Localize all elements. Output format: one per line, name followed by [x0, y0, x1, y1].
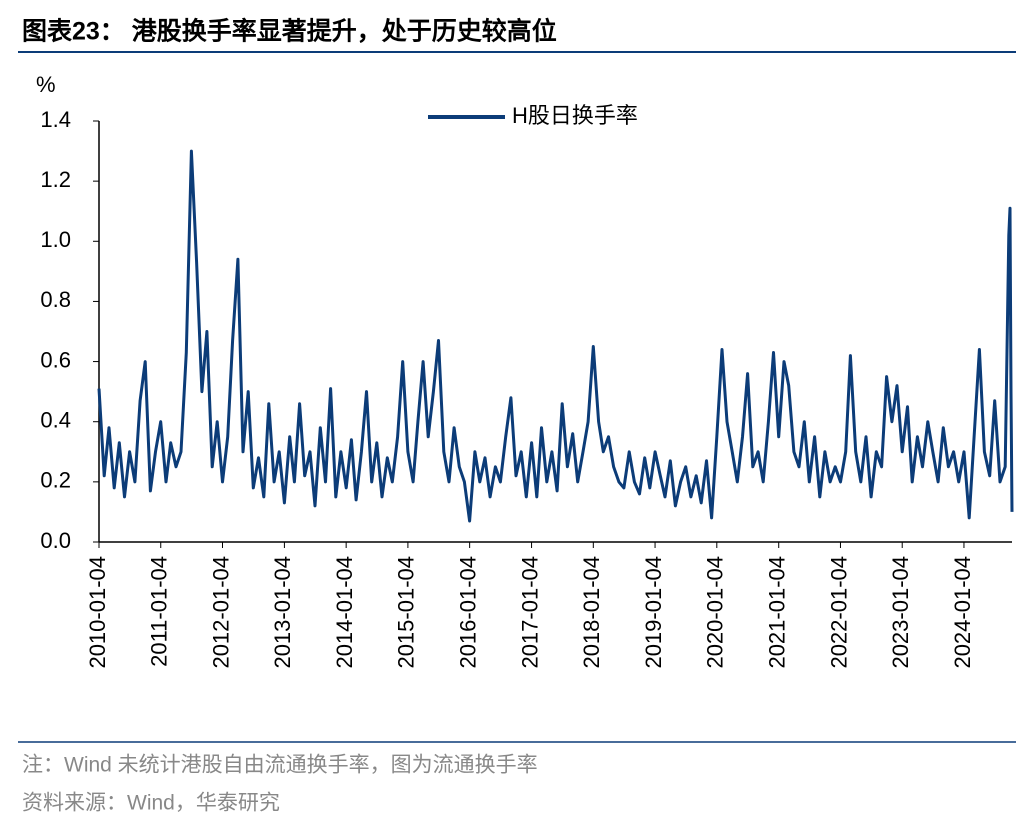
x-tick-label: 2023-01-04	[888, 556, 913, 669]
y-tick-label: 0.4	[40, 408, 71, 433]
series-line	[97, 149, 1014, 523]
y-tick-label: 1.4	[40, 107, 71, 132]
x-tick-label: 2012-01-04	[208, 556, 233, 669]
y-tick-label: 0.6	[40, 347, 71, 372]
x-tick-label: 2020-01-04	[703, 556, 728, 669]
x-tick-label: 2021-01-04	[765, 556, 790, 669]
source: 资料来源：Wind，华泰研究	[22, 792, 280, 815]
x-tick-label: 2014-01-04	[332, 556, 357, 669]
y-tick-label: 1.0	[40, 227, 71, 252]
legend-label: H股日换手率	[512, 103, 638, 128]
y-tick-label: 0.0	[40, 528, 71, 553]
x-tick-label: 2024-01-04	[950, 556, 975, 669]
y-unit: %	[36, 72, 56, 97]
x-tick-label: 2013-01-04	[270, 556, 295, 669]
x-tick-label: 2016-01-04	[455, 556, 480, 669]
x-tick-label: 2018-01-04	[579, 556, 604, 669]
x-tick-label: 2017-01-04	[517, 556, 542, 669]
y-tick-label: 0.8	[40, 287, 71, 312]
x-tick-label: 2010-01-04	[85, 556, 110, 669]
note: 注：Wind 未统计港股自由流通换手率，图为流通换手率	[22, 754, 538, 777]
x-tick-label: 2011-01-04	[147, 556, 172, 667]
y-tick-label: 1.2	[40, 167, 71, 192]
y-tick-label: 0.2	[40, 468, 71, 493]
chart-title: 图表23： 港股换手率显著提升，处于历史较高位	[22, 17, 557, 46]
x-tick-label: 2022-01-04	[826, 556, 851, 669]
x-tick-label: 2015-01-04	[394, 556, 419, 669]
x-tick-label: 2019-01-04	[641, 556, 666, 669]
